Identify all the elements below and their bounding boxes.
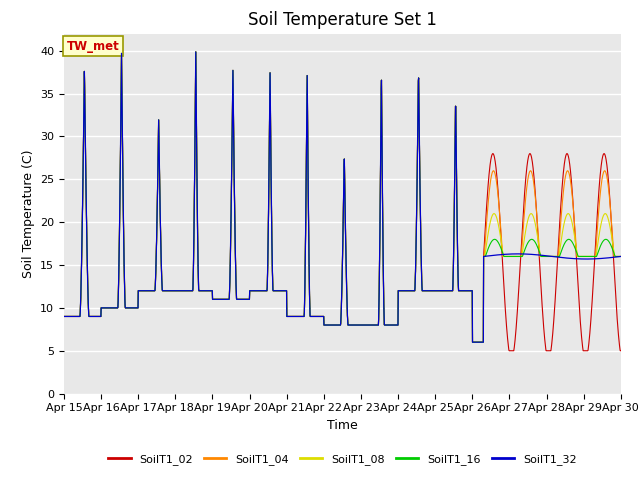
X-axis label: Time: Time — [327, 419, 358, 432]
Title: Soil Temperature Set 1: Soil Temperature Set 1 — [248, 11, 437, 29]
Text: TW_met: TW_met — [67, 40, 120, 53]
Legend: SoilT1_02, SoilT1_04, SoilT1_08, SoilT1_16, SoilT1_32: SoilT1_02, SoilT1_04, SoilT1_08, SoilT1_… — [104, 450, 581, 469]
Y-axis label: Soil Temperature (C): Soil Temperature (C) — [22, 149, 35, 278]
